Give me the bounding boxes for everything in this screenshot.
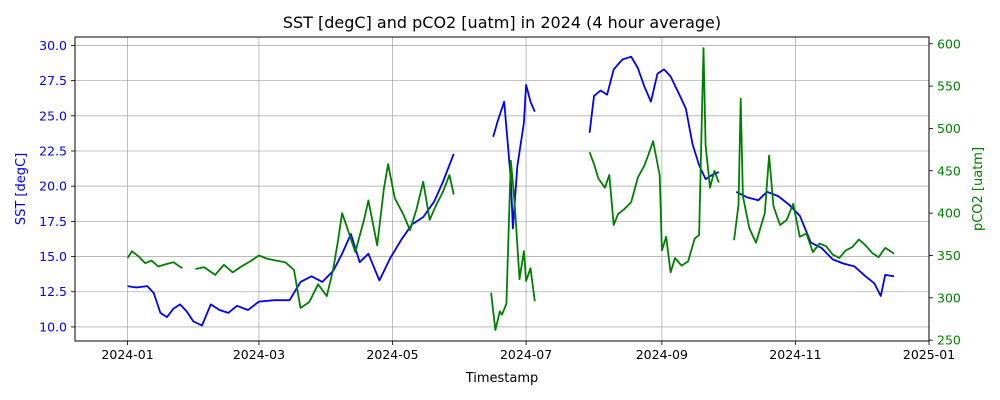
x-tick-label: 2024-07: [500, 347, 552, 362]
y-left-tick-label: 10.0: [39, 319, 67, 334]
y-left-tick-label: 20.0: [39, 179, 67, 194]
x-tick-label: 2024-01: [101, 347, 153, 362]
y-right-tick-label: 450: [937, 163, 961, 178]
pco2-series-line: [126, 250, 183, 269]
plot-series: [126, 47, 895, 331]
grid-lines: [75, 37, 930, 341]
chart-title: SST [degC] and pCO2 [uatm] in 2024 (4 ho…: [283, 13, 721, 32]
x-tick-label: 2024-11: [769, 347, 821, 362]
y-right-tick-label: 300: [937, 290, 961, 305]
y-left-tick-label: 27.5: [39, 73, 67, 88]
x-axis: 2024-01 2024-03 2024-05 2024-07 2024-09 2024-…: [101, 341, 955, 362]
y-right-tick-label: 250: [937, 333, 961, 348]
x-tick-label: 2024-09: [636, 347, 688, 362]
plot-frame: [74, 36, 930, 342]
y-left-tick-label: 30.0: [39, 38, 67, 53]
y-left-tick-label: 12.5: [39, 284, 67, 299]
y-left-tick-label: 15.0: [39, 249, 67, 264]
x-tick-label: 2024-03: [233, 347, 285, 362]
y-left-tick-label: 25.0: [39, 108, 67, 123]
y-right-tick-label: 350: [937, 248, 961, 263]
y-right-tick-label: 600: [937, 36, 961, 51]
y-axis-left: 10.0 12.5 15.0 17.5 20.0 22.5 25.0 27.5 30.0: [39, 38, 75, 334]
y-left-tick-label: 17.5: [39, 214, 67, 229]
y-left-tick-label: 22.5: [39, 144, 67, 159]
pco2-series-line: [490, 159, 536, 331]
sst-series-line: [588, 55, 720, 180]
pco2-series-line: [195, 163, 455, 309]
sst-series-line: [127, 153, 455, 327]
pco2-series-line: [588, 47, 720, 274]
y-right-tick-label: 500: [937, 121, 961, 136]
y-axis-right: 250 300 350 400 450 500 550 600: [929, 36, 961, 348]
x-tick-label: 2025-01: [903, 347, 955, 362]
sst-series-line: [492, 84, 536, 230]
y-right-tick-label: 400: [937, 206, 961, 221]
y-axis-right-label: pCO2 [uatm]: [971, 147, 986, 231]
y-right-tick-label: 550: [937, 79, 961, 94]
x-tick-label: 2024-05: [366, 347, 418, 362]
y-axis-left-label: SST [degC]: [14, 153, 29, 225]
pco2-series-line: [733, 97, 895, 259]
x-axis-label: Timestamp: [465, 371, 539, 386]
sst-series-line: [735, 190, 895, 297]
